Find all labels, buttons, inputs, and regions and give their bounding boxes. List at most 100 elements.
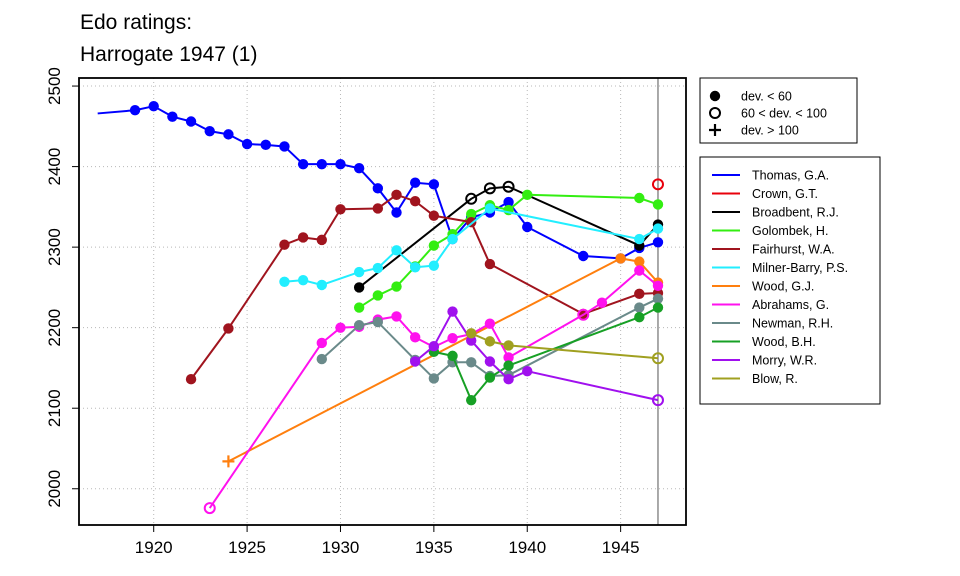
data-point: [447, 332, 458, 344]
series-legend-label: Golombek, H.: [752, 224, 828, 238]
data-point: [372, 290, 384, 301]
data-point: [447, 350, 458, 362]
data-point: [409, 356, 421, 367]
data-point: [279, 276, 290, 287]
data-point: [651, 394, 664, 407]
data-point: [484, 203, 496, 214]
data-point: [409, 177, 421, 188]
data-point: [316, 337, 327, 349]
series-6: [222, 253, 664, 468]
data-point: [503, 360, 514, 371]
data-point: [204, 125, 215, 137]
data-point: [577, 308, 590, 321]
data-point: [428, 240, 440, 251]
data-point: [353, 282, 365, 293]
series-0: [97, 100, 664, 264]
series-line: [227, 257, 659, 463]
data-point: [428, 373, 440, 384]
data-point: [502, 180, 515, 193]
data-point: [260, 139, 271, 151]
data-point: [578, 250, 589, 262]
y-tick-label: 2100: [45, 389, 64, 427]
data-point: [503, 196, 514, 208]
data-point: [466, 208, 477, 220]
data-point: [372, 316, 384, 328]
data-point: [148, 100, 159, 112]
data-point: [503, 352, 514, 363]
data-point: [447, 306, 458, 317]
series-4: [185, 189, 664, 385]
series-legend: Thomas, G.A. Crown, G.T. Broadbent, R.J. Go…: [699, 156, 881, 405]
data-point: [652, 199, 664, 210]
data-point: [409, 262, 421, 273]
data-point: [409, 332, 421, 343]
marker-legend-symbol: [709, 124, 721, 136]
series-8: [316, 293, 664, 384]
marker-legend-symbol: [709, 107, 721, 119]
data-point: [651, 352, 664, 365]
data-point: [615, 253, 626, 264]
data-point: [634, 288, 645, 300]
series-legend-label: Broadbent, R.J.: [752, 206, 839, 220]
data-point: [223, 129, 234, 140]
marker-legend-label: 60 < dev. < 100: [741, 107, 827, 121]
marker-legend: dev. < 60 60 < dev. < 100 dev. > 100: [699, 77, 858, 144]
marker-legend-box: [699, 77, 858, 144]
data-point: [484, 258, 496, 270]
data-point: [297, 232, 309, 243]
series-legend-label: Wood, B.H.: [752, 335, 816, 349]
data-point: [483, 182, 496, 195]
data-point: [241, 138, 253, 150]
data-point: [391, 311, 402, 322]
chart-title-line-1: Edo ratings:: [80, 11, 192, 34]
data-point: [596, 297, 608, 308]
data-point: [484, 336, 496, 347]
series-legend-box: [699, 156, 881, 405]
series-legend-label: Abrahams, G.: [752, 298, 829, 312]
series-legend-label: Fairhurst, W.A.: [752, 243, 835, 257]
data-point: [222, 455, 235, 468]
y-tick-label: 2000: [45, 470, 64, 508]
data-point: [129, 105, 141, 116]
data-point: [297, 274, 309, 286]
series-legend-label: Newman, R.H.: [752, 317, 833, 331]
data-point: [484, 356, 496, 367]
data-point: [447, 233, 458, 245]
data-point: [279, 141, 290, 152]
x-tick-label: 1935: [415, 538, 453, 557]
data-point: [652, 302, 664, 313]
data-point: [335, 204, 346, 215]
x-tick-label: 1925: [228, 538, 266, 557]
y-tick-label: 2500: [45, 67, 64, 105]
series-line: [208, 269, 659, 509]
series-11: [466, 328, 664, 365]
x-tick-label: 1920: [135, 538, 173, 557]
data-point: [428, 260, 440, 271]
data-point: [185, 374, 197, 385]
data-point: [353, 163, 365, 174]
data-point: [391, 207, 402, 218]
data-point: [503, 374, 514, 385]
data-point: [353, 302, 365, 313]
plot-area: [78, 77, 687, 526]
series-5: [279, 203, 664, 291]
series-line: [433, 306, 659, 402]
data-point: [353, 266, 365, 278]
data-point: [466, 357, 477, 368]
data-point: [634, 265, 645, 276]
data-point: [372, 262, 384, 274]
y-axis: 2000 2100 2200 2300 2400 2500: [45, 67, 79, 508]
series-layer: [97, 100, 664, 515]
data-point: [391, 189, 402, 200]
marker-legend-symbol: [709, 90, 721, 102]
data-point: [353, 320, 365, 331]
data-point: [503, 340, 514, 351]
data-point: [522, 189, 533, 200]
series-10: [409, 306, 664, 407]
data-point: [634, 312, 645, 323]
grid: [79, 78, 686, 525]
marker-legend-label: dev. < 60: [741, 90, 792, 104]
data-point: [316, 353, 327, 365]
data-point: [279, 239, 290, 250]
chart-title-line-2: Harrogate 1947 (1): [80, 43, 257, 66]
